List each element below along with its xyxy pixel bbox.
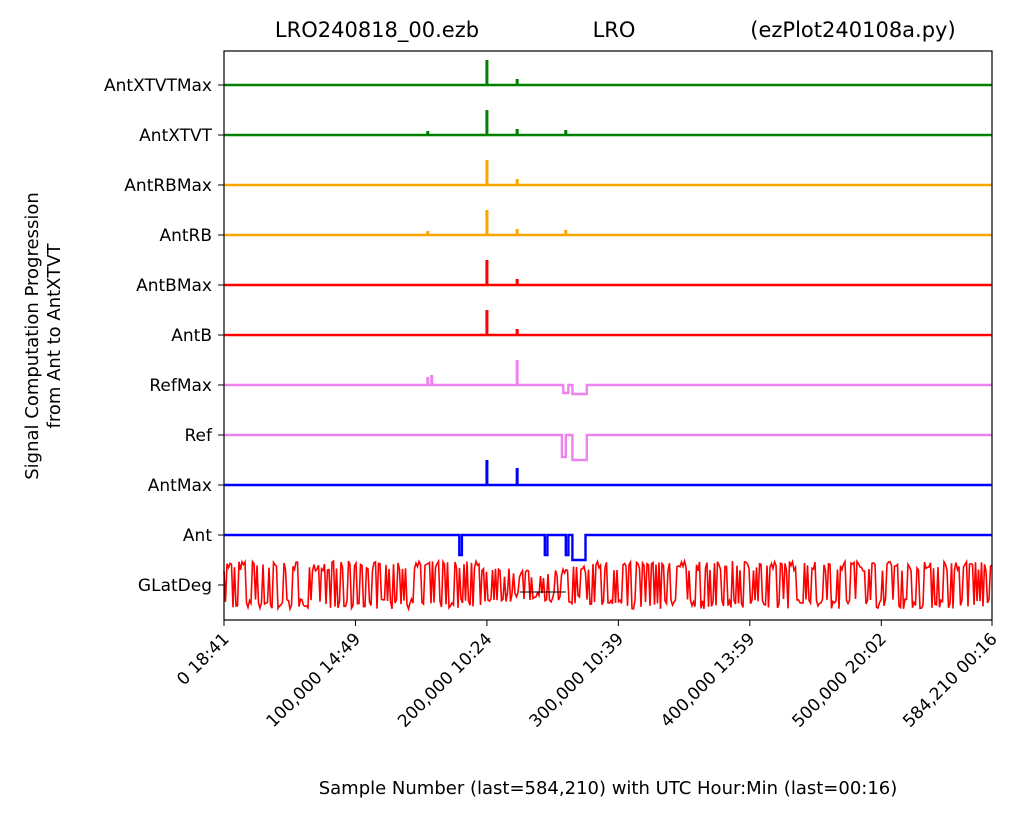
series-AntRBMax bbox=[224, 160, 992, 187]
y-axis-label-line-2: from Ant to AntXTVT bbox=[44, 243, 65, 429]
y-tick-label-Ant: Ant bbox=[183, 526, 212, 546]
x-tick-label-4: 400,000 13:59 bbox=[657, 629, 759, 731]
y-tick-label-AntRBMax: AntRBMax bbox=[124, 176, 212, 196]
series-GLatDeg bbox=[223, 558, 993, 612]
series-Ant bbox=[224, 533, 992, 562]
series-RefMax bbox=[224, 360, 992, 396]
series-Ref bbox=[224, 433, 992, 462]
x-tick-label-1: 100,000 14:49 bbox=[263, 629, 365, 731]
x-tick-label-5: 500,000 20:02 bbox=[789, 629, 891, 731]
series-line-GLatDeg bbox=[223, 558, 993, 612]
y-tick-label-AntB: AntB bbox=[171, 326, 212, 346]
title-station: LRO bbox=[593, 18, 636, 42]
series-AntRB bbox=[224, 210, 992, 237]
series-AntMax bbox=[224, 460, 992, 487]
series-line-Ref bbox=[224, 433, 992, 462]
x-tick-label-2: 200,000 10:24 bbox=[394, 629, 496, 731]
x-tick-labels: 0 18:41 100,000 14:49 200,000 10:24 300,000… bbox=[173, 620, 1002, 732]
y-axis-label-line-1: Signal Computation Progression bbox=[22, 192, 43, 480]
series-AntB bbox=[224, 310, 992, 337]
title-file: LRO240818_00.ezb bbox=[275, 18, 479, 43]
x-tick-label-6: 584,210 00:16 bbox=[899, 629, 1001, 731]
series-AntXTVT bbox=[224, 110, 992, 137]
series-AntBMax bbox=[224, 260, 992, 287]
y-tick-label-AntXTVT: AntXTVT bbox=[139, 126, 212, 146]
series-layer bbox=[223, 60, 993, 612]
series-AntXTVTMax bbox=[224, 60, 992, 87]
y-tick-label-AntMax: AntMax bbox=[148, 476, 212, 496]
x-tick-label-0: 0 18:41 bbox=[173, 629, 233, 689]
series-line-RefMax bbox=[224, 383, 992, 396]
y-tick-label-AntBMax: AntBMax bbox=[136, 276, 212, 296]
series-line-Ant bbox=[224, 533, 992, 562]
y-tick-labels: AntXTVTMax AntXTVT AntRBMax AntRB AntBMax Ant… bbox=[104, 76, 224, 596]
y-tick-label-GLatDeg: GLatDeg bbox=[138, 576, 212, 596]
y-axis-label: Signal Computation Progression from Ant … bbox=[22, 192, 65, 480]
title-program: (ezPlot240108a.py) bbox=[750, 18, 955, 42]
y-tick-label-Ref: Ref bbox=[185, 426, 214, 446]
x-axis-label: Sample Number (last=584,210) with UTC Ho… bbox=[319, 778, 898, 799]
chart-title: LRO240818_00.ezb LRO (ezPlot240108a.py) bbox=[275, 18, 956, 43]
y-tick-label-AntRB: AntRB bbox=[159, 226, 212, 246]
y-tick-label-AntXTVTMax: AntXTVTMax bbox=[104, 76, 212, 96]
y-tick-label-RefMax: RefMax bbox=[149, 376, 212, 396]
x-tick-label-3: 300,000 10:39 bbox=[526, 629, 628, 731]
